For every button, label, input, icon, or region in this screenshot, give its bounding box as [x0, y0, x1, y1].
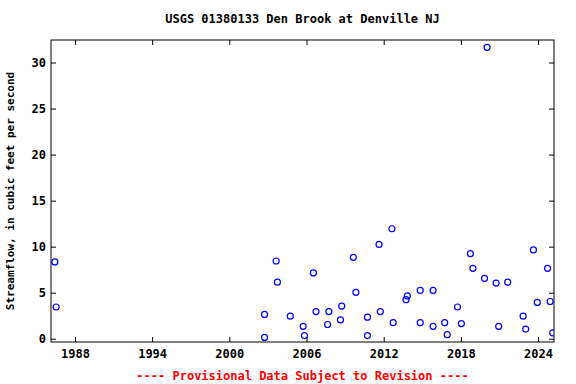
- x-tick: [229, 40, 230, 45]
- y-tick-label: 5: [39, 286, 46, 300]
- y-tick: [51, 339, 56, 340]
- y-tick: [51, 155, 56, 156]
- point: [262, 311, 268, 317]
- x-tick: [307, 40, 308, 45]
- y-tick: [51, 293, 56, 294]
- y-tick: [51, 247, 56, 248]
- point: [274, 279, 280, 285]
- point: [300, 323, 306, 329]
- x-tick: [75, 40, 76, 45]
- x-tick-label: 2018: [447, 347, 476, 361]
- point: [520, 313, 526, 319]
- points: [52, 44, 554, 340]
- y-tick: [549, 63, 554, 64]
- point: [310, 270, 316, 276]
- y-tick: [51, 63, 56, 64]
- y-tick-label: 30: [32, 56, 46, 70]
- point: [339, 303, 345, 309]
- x-tick: [229, 337, 230, 342]
- point: [337, 317, 343, 323]
- y-tick-label: 25: [32, 102, 46, 116]
- y-tick: [51, 109, 56, 110]
- y-axis-label: Streamflow, in cubic feet per second: [4, 72, 17, 310]
- x-tick-label: 1994: [138, 347, 167, 361]
- point: [353, 289, 359, 295]
- y-tick: [549, 109, 554, 110]
- point: [376, 241, 382, 247]
- x-tick: [384, 40, 385, 45]
- annotation: ---- Provisional Data Subject to Revisio…: [136, 369, 468, 383]
- point: [301, 333, 307, 339]
- point: [550, 330, 554, 336]
- point: [53, 304, 59, 310]
- point: [403, 297, 409, 303]
- point: [547, 298, 553, 304]
- point: [417, 287, 423, 293]
- point: [493, 280, 499, 286]
- y-tick-label: 20: [32, 148, 46, 162]
- point: [404, 293, 410, 299]
- point: [262, 334, 268, 340]
- y-tick-label: 10: [32, 240, 46, 254]
- y-tick: [51, 201, 56, 202]
- x-tick: [538, 337, 539, 342]
- point: [505, 279, 511, 285]
- point: [325, 322, 331, 328]
- point: [364, 314, 370, 320]
- y-tick-label: 0: [39, 332, 46, 346]
- point: [313, 309, 319, 315]
- x-tick-label: 2000: [215, 347, 244, 361]
- x-tick-label: 2024: [524, 347, 553, 361]
- point: [534, 299, 540, 305]
- x-tick: [75, 337, 76, 342]
- x-tick: [461, 40, 462, 45]
- point: [390, 320, 396, 326]
- point: [52, 259, 58, 265]
- plot-frame: [51, 40, 554, 342]
- point: [444, 332, 450, 338]
- y-tick: [549, 339, 554, 340]
- x-tick: [461, 337, 462, 342]
- point: [430, 287, 436, 293]
- point: [545, 265, 551, 271]
- point: [326, 309, 332, 315]
- point: [530, 247, 536, 253]
- x-tick-label: 2006: [293, 347, 322, 361]
- point: [273, 258, 279, 264]
- chart: USGS 01380133 Den Brook at Denville NJ St…: [0, 0, 576, 384]
- point: [442, 320, 448, 326]
- point: [287, 313, 293, 319]
- x-tick: [384, 337, 385, 342]
- point: [496, 323, 502, 329]
- y-tick-label: 15: [32, 194, 46, 208]
- x-tick: [152, 40, 153, 45]
- point: [470, 265, 476, 271]
- x-tick-label: 2012: [370, 347, 399, 361]
- y-tick: [549, 293, 554, 294]
- point: [389, 226, 395, 232]
- y-tick: [549, 247, 554, 248]
- point: [430, 323, 436, 329]
- y-tick: [549, 155, 554, 156]
- x-tick: [538, 40, 539, 45]
- point: [350, 254, 356, 260]
- point: [455, 304, 461, 310]
- y-tick: [549, 201, 554, 202]
- point: [417, 320, 423, 326]
- x-tick-label: 1988: [61, 347, 90, 361]
- title: USGS 01380133 Den Brook at Denville NJ: [165, 12, 440, 26]
- point: [458, 321, 464, 327]
- point: [482, 275, 488, 281]
- point: [364, 333, 370, 339]
- point: [484, 44, 490, 50]
- point: [523, 326, 529, 332]
- point: [467, 251, 473, 257]
- background: [0, 0, 576, 384]
- point: [377, 309, 383, 315]
- x-tick: [152, 337, 153, 342]
